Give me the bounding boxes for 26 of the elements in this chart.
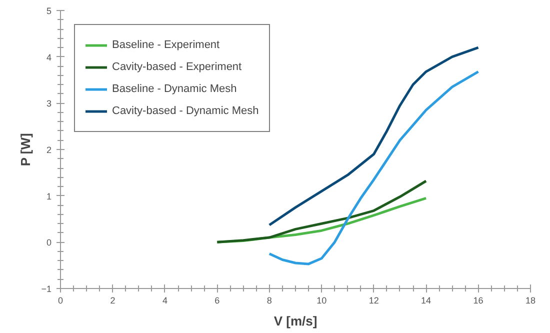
x-tick-label: 6 (214, 296, 220, 306)
x-tick-label: 12 (368, 296, 379, 306)
legend-label: Cavity-based - Dynamic Mesh (112, 105, 259, 117)
line-series (268, 70, 480, 266)
y-tick-label: 2 (46, 145, 52, 155)
x-tick-label: 10 (316, 296, 327, 306)
y-tick-label: 1 (46, 191, 52, 202)
x-tick-label: 16 (473, 296, 484, 306)
y-tick-label: 5 (46, 6, 52, 16)
y-tick-label: 3 (46, 98, 52, 109)
y-tick-label: −1 (41, 284, 52, 294)
legend-label: Cavity-based - Experiment (112, 61, 242, 73)
x-tick-label: 2 (110, 296, 116, 306)
x-tick-label: 0 (58, 296, 64, 306)
line-series (216, 180, 428, 244)
legend-label: Baseline - Dynamic Mesh (112, 83, 237, 95)
legend-label: Baseline - Experiment (112, 39, 220, 51)
y-tick-label: 4 (46, 52, 52, 62)
x-axis-title: V [m/s] (274, 314, 318, 328)
y-tick-label: 0 (46, 238, 52, 248)
y-axis-title: P [W] (18, 133, 34, 166)
x-tick-label: 8 (266, 296, 272, 306)
x-tick-label: 4 (162, 296, 168, 306)
x-tick-label: 18 (525, 296, 536, 306)
x-tick-label: 14 (421, 296, 432, 306)
line-series (268, 46, 480, 226)
